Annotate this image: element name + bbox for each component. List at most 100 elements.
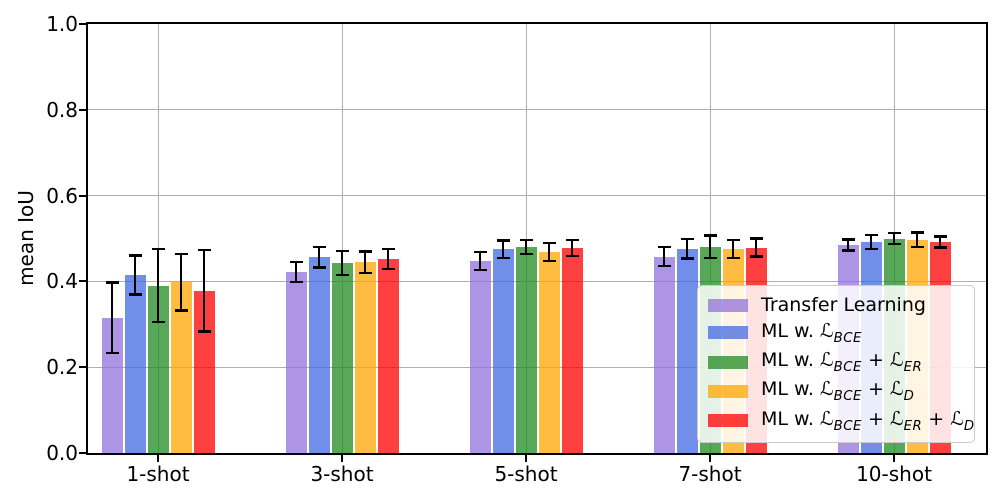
error-bar [685,238,689,259]
error-bar-cap [197,248,211,252]
bar-ml-w-l-bce-l-er-l-d-5-shot [561,247,583,453]
error-bar [570,239,574,257]
error-bar-cap [473,250,487,254]
error-bar [340,250,344,275]
error-bar [156,249,160,323]
y-tick-label: 0.2 [46,355,78,380]
legend-item-ml-w-l-bce-l-er: ML w. ℒBCE + ℒER [708,349,964,375]
legend-label: ML w. ℒBCE + ℒER + ℒD [761,407,975,434]
error-bar-cap [680,257,694,260]
bar-ml-w-l-bce-l-er-l-d-3-shot [377,259,399,453]
error-bar-cap [105,281,119,284]
gridline-horizontal [88,195,986,197]
legend-item-ml-w-l-bce-l-er-l-d: ML w. ℒBCE + ℒER + ℒD [708,408,974,434]
error-bar-cap [496,256,510,260]
error-bar-cap [933,246,947,249]
y-tick-label: 0.0 [46,441,78,465]
legend-item-transfer-learning: Transfer Learning [708,294,964,316]
error-bar-cap [703,256,717,260]
error-bar-cap [657,245,671,249]
gridline-horizontal [88,109,986,111]
gridline-vertical [157,24,159,453]
legend-swatch [708,326,748,340]
error-bar-cap [174,309,188,312]
legend-swatch [708,355,748,369]
gridline-horizontal [88,366,986,368]
y-tick-mark [79,23,87,25]
error-bar-cap [105,351,119,355]
error-bar-cap [703,234,717,237]
y-tick-label: 0.4 [46,269,78,294]
error-bar-cap [657,264,671,268]
error-bar-cap [312,245,326,249]
bar-ml-w-l-bce-l-d-5-shot [538,252,560,453]
error-bar-cap [910,231,924,234]
legend-label: ML w. ℒBCE + ℒD [761,378,915,405]
legend: Transfer Learning ML w. ℒBCE ML w. ℒBCE + … [697,285,975,443]
bar-ml-w-l-bce-l-er-1-shot [147,285,169,453]
y-tick-mark [79,280,87,283]
error-bar [501,240,505,258]
error-bar [478,252,482,271]
error-bar [133,255,137,295]
x-tick-label-10-shot: 10-shot [856,462,932,486]
legend-label: ML w. ℒBCE + ℒER [761,349,923,375]
legend-item-ml-w-l-bce-l-d: ML w. ℒBCE + ℒD [708,378,964,404]
y-tick-label: 1.0 [46,12,78,36]
error-bar-cap [381,267,395,271]
bar-transfer-learning-1-shot [101,317,123,453]
error-bar-cap [312,266,326,269]
error-bar [386,249,390,269]
error-bar-cap [864,247,878,251]
error-bar [547,243,551,262]
error-bar-cap [887,242,901,246]
error-bar-cap [519,252,533,256]
error-bar-cap [726,256,740,260]
error-bar [708,235,712,258]
error-bar [294,262,298,282]
gridline-vertical [341,24,343,453]
error-bar [202,250,206,332]
legend-item-ml-w-l-bce: ML w. ℒBCE [708,320,964,346]
error-bar-cap [335,249,349,253]
legend-swatch [708,414,748,428]
x-tick-mark [893,455,895,462]
error-bar-cap [864,233,878,237]
error-bar [662,247,666,266]
error-bar [869,235,873,249]
error-bar-cap [473,268,487,272]
error-bar [524,240,528,254]
x-tick-mark [709,455,711,462]
error-bar [938,236,942,248]
gridline-vertical [525,24,527,453]
error-bar-cap [151,320,165,324]
bar-ml-w-l-bce-l-d-3-shot [354,262,376,453]
error-bar-cap [128,254,142,257]
bar-transfer-learning-7-shot [653,256,675,453]
error-bar-cap [381,247,395,251]
error-bar [846,239,850,251]
error-bar-cap [496,239,510,242]
error-bar-cap [151,247,165,251]
bar-ml-w-l-bce-7-shot [676,248,698,453]
legend-label: ML w. ℒBCE [761,319,862,346]
error-bar-cap [910,245,924,249]
error-bar-cap [749,237,763,240]
bar-ml-w-l-bce-1-shot [124,274,146,453]
error-bar-cap [565,238,579,242]
bar-ml-w-l-bce-l-er-3-shot [331,262,353,453]
x-tick-label-1-shot: 1-shot [126,462,190,486]
error-bar [892,232,896,245]
bar-transfer-learning-3-shot [285,271,307,453]
y-tick-mark [79,194,87,197]
error-bar-cap [289,280,303,284]
y-tick-label: 0.6 [46,183,78,208]
legend-label: Transfer Learning [761,294,926,317]
error-bar-cap [841,249,855,252]
error-bar [363,251,367,273]
error-bar-cap [542,259,556,263]
bar-ml-w-l-bce-l-er-5-shot [515,247,537,453]
error-bar-cap [542,241,556,245]
error-bar-cap [749,255,763,258]
